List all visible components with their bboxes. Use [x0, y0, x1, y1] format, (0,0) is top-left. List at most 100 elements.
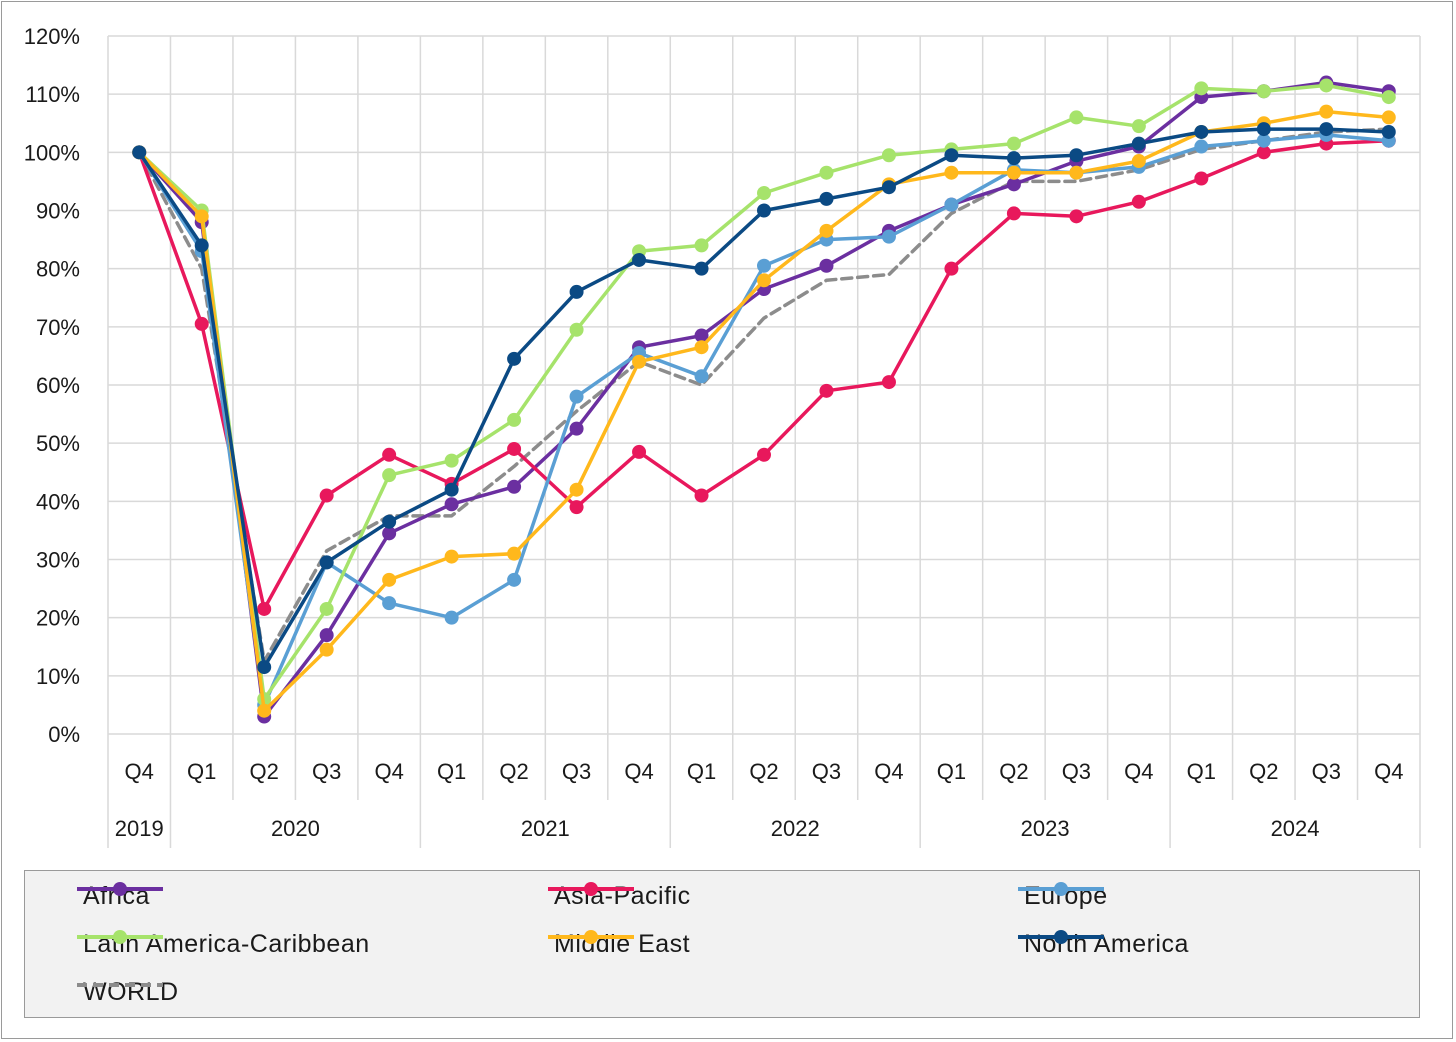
- data-point-asia-pacific: [1006, 206, 1021, 221]
- y-tick-label: 30%: [36, 548, 80, 573]
- series-middle-east: [132, 104, 1396, 718]
- legend-label-middle-east: Middle East: [554, 929, 691, 958]
- data-point-latin-america-caribbean: [1381, 90, 1396, 105]
- data-point-north-america: [881, 180, 896, 195]
- data-point-africa: [382, 526, 397, 541]
- x-tick-quarter: Q2: [1249, 759, 1278, 784]
- y-tick-label: 70%: [36, 315, 80, 340]
- data-point-latin-america-caribbean: [444, 453, 459, 468]
- legend-item-north-america: North America: [1018, 927, 1189, 961]
- x-tick-quarter: Q2: [749, 759, 778, 784]
- data-point-north-america: [194, 238, 209, 253]
- data-point-north-america: [444, 482, 459, 497]
- data-point-latin-america-caribbean: [694, 238, 709, 253]
- data-point-latin-america-caribbean: [757, 186, 771, 201]
- data-point-europe: [1256, 133, 1271, 148]
- x-tick-quarter: Q3: [312, 759, 341, 784]
- y-tick-label: 110%: [25, 82, 80, 107]
- data-point-asia-pacific: [1194, 171, 1209, 186]
- data-point-north-america: [632, 252, 647, 267]
- data-point-middle-east: [757, 273, 771, 288]
- series-africa: [132, 75, 1396, 724]
- data-point-middle-east: [1319, 104, 1334, 119]
- x-tick-quarter: Q2: [250, 759, 279, 784]
- x-tick-quarter: Q1: [687, 759, 716, 784]
- y-tick-label: 80%: [36, 257, 80, 282]
- data-point-middle-east: [1381, 110, 1396, 125]
- data-point-north-america: [257, 660, 272, 675]
- legend-item-latin-america-caribbean: Latin America-Caribbean: [77, 927, 370, 961]
- data-point-north-america: [1256, 122, 1271, 137]
- x-tick-year: 2023: [1021, 816, 1070, 841]
- y-tick-label: 100%: [24, 140, 80, 165]
- data-point-latin-america-caribbean: [1319, 78, 1334, 93]
- data-point-north-america: [382, 514, 397, 529]
- data-point-africa: [507, 479, 522, 494]
- data-point-europe: [569, 389, 584, 404]
- y-tick-label: 0%: [48, 722, 80, 747]
- x-tick-quarter: Q3: [1312, 759, 1341, 784]
- data-point-north-america: [694, 261, 709, 276]
- series-line-europe: [137, 133, 1391, 707]
- x-tick-quarter: Q2: [499, 759, 528, 784]
- legend-item-middle-east: Middle East: [548, 927, 690, 961]
- data-point-africa: [319, 628, 334, 643]
- legend-key-north-america: [1018, 930, 1104, 944]
- data-point-latin-america-caribbean: [1256, 84, 1271, 99]
- data-point-middle-east: [1006, 165, 1021, 180]
- data-point-africa: [694, 328, 709, 343]
- data-point-asia-pacific: [694, 488, 709, 503]
- x-tick-quarter: Q3: [1062, 759, 1091, 784]
- data-point-latin-america-caribbean: [819, 165, 834, 180]
- data-point-middle-east: [944, 165, 959, 180]
- legend-key-europe: [1018, 882, 1104, 896]
- data-point-north-america: [944, 148, 959, 163]
- data-point-europe: [944, 197, 959, 212]
- data-point-asia-pacific: [194, 316, 209, 331]
- x-tick-quarter: Q4: [874, 759, 903, 784]
- data-point-latin-america-caribbean: [1069, 110, 1084, 125]
- series-north-america: [132, 122, 1396, 675]
- data-point-north-america: [1194, 124, 1209, 139]
- data-point-europe: [444, 610, 459, 625]
- series-world: [137, 127, 1391, 664]
- data-point-asia-pacific: [319, 488, 334, 503]
- data-point-latin-america-caribbean: [382, 468, 397, 483]
- data-point-europe: [881, 229, 896, 244]
- data-point-asia-pacific: [881, 375, 896, 390]
- x-tick-quarter: Q4: [1124, 759, 1153, 784]
- data-point-north-america: [1131, 136, 1146, 151]
- y-tick-label: 20%: [36, 606, 80, 631]
- series-lines: [132, 75, 1396, 724]
- data-point-north-america: [757, 203, 771, 218]
- x-tick-year: 2021: [521, 816, 570, 841]
- data-point-asia-pacific: [1256, 145, 1271, 160]
- legend-item-europe: Europe: [1018, 879, 1108, 913]
- legend-label-world: WORLD: [83, 977, 179, 1006]
- legend-label-north-america: North America: [1024, 929, 1189, 958]
- data-point-middle-east: [319, 642, 334, 657]
- data-point-latin-america-caribbean: [881, 148, 896, 163]
- data-point-asia-pacific: [1131, 194, 1146, 209]
- data-point-middle-east: [194, 209, 209, 224]
- line-chart: 0% 10% 20% 30% 40% 50% 60% 70% 80% 90% 100% 110% 120…: [24, 24, 1421, 848]
- grid: [107, 35, 1421, 848]
- x-tick-quarter: Q2: [999, 759, 1028, 784]
- data-point-asia-pacific: [257, 601, 272, 616]
- y-tick-label: 50%: [36, 431, 80, 456]
- data-point-middle-east: [1131, 154, 1146, 169]
- legend-label-latin-america-caribbean: Latin America-Caribbean: [83, 929, 370, 958]
- legend-item-asia-pacific: Asia-Pacific: [548, 879, 691, 913]
- data-point-europe: [757, 258, 771, 273]
- data-point-asia-pacific: [944, 261, 959, 276]
- y-tick-label: 10%: [36, 664, 80, 689]
- y-tick-label: 60%: [36, 373, 80, 398]
- y-tick-label: 120%: [24, 24, 80, 49]
- y-tick-label: 40%: [36, 489, 80, 514]
- x-tick-year: 2024: [1271, 816, 1320, 841]
- legend-key-asia-pacific: [548, 882, 634, 896]
- data-point-middle-east: [569, 482, 584, 497]
- data-point-middle-east: [444, 549, 459, 564]
- data-point-latin-america-caribbean: [1131, 119, 1146, 134]
- data-point-middle-east: [507, 546, 522, 561]
